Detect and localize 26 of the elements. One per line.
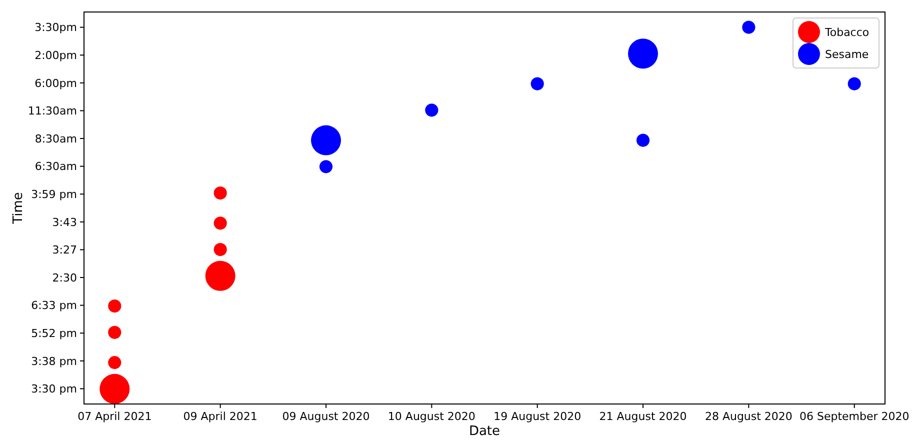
category-label: 6:33 pm [31,299,77,312]
x-tick-label: 07 April 2021 [78,410,152,423]
category-label: 3:30 pm [31,382,77,396]
category-label: 11:30am [28,104,77,118]
legend-label: Sesame [825,48,869,61]
category-label: 8:30am [34,132,77,146]
category-label: 3:30pm [34,21,77,34]
x-tick-label: 10 August 2020 [388,410,476,423]
x-tick-label: 06 September 2020 [799,410,910,423]
category-label: 2:00pm [34,48,77,62]
category-label: 6:30am [34,160,77,174]
category-label: 3:27 [52,244,77,257]
category-label: 3:43 [52,216,77,229]
x-tick-label: 19 August 2020 [494,410,582,423]
x-axis-title: Date [468,424,500,439]
category-label: 5:52 pm [31,326,77,340]
y-axis-title: Time [11,192,26,225]
x-tick-label: 09 April 2021 [183,410,258,423]
x-tick-label: 28 August 2020 [704,410,792,423]
category-label: 3:59 pm [31,188,77,201]
x-tick-label: 21 August 2020 [599,410,687,423]
category-label: 3:38 pm [31,354,77,368]
category-label: 6:00pm [34,76,77,90]
category-label: 2:30 [52,271,77,284]
legend-label: Tobacco [824,26,870,39]
x-tick-label: 09 August 2020 [282,410,370,423]
